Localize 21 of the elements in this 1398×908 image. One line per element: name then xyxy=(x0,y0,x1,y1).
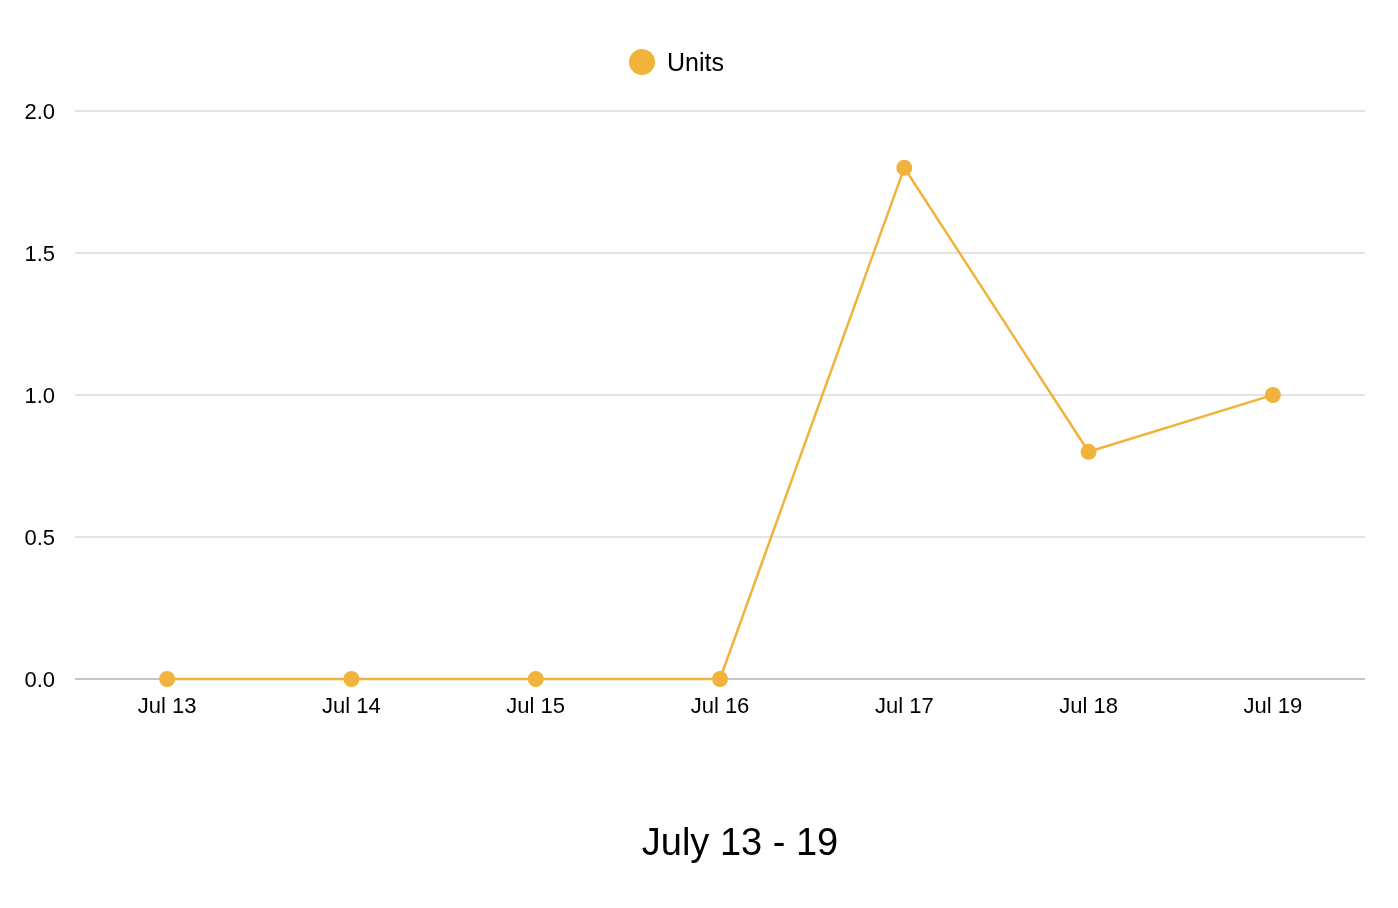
x-tick-label: Jul 18 xyxy=(1059,692,1118,718)
y-tick-label: 0.0 xyxy=(24,666,55,692)
point xyxy=(343,671,360,687)
x-tick-label: Jul 15 xyxy=(506,692,566,718)
x-axis-title: July 13 - 19 xyxy=(641,821,839,863)
x-tick-label: Jul 16 xyxy=(690,692,750,718)
point xyxy=(527,671,544,687)
point xyxy=(1080,443,1097,460)
y-tick-label: 0.5 xyxy=(24,524,55,550)
y-tick-label: 2.0 xyxy=(24,98,55,124)
x-tick-label: Jul 19 xyxy=(1243,692,1303,718)
point xyxy=(1264,387,1281,403)
x-tick-label: Jul 17 xyxy=(874,692,934,718)
point xyxy=(896,159,913,176)
x-tick-label: Jul 14 xyxy=(322,692,381,718)
y-tick-label: 1.5 xyxy=(24,240,55,266)
x-tick-label: Jul 13 xyxy=(137,692,197,718)
point xyxy=(712,671,728,687)
y-tick-label: 1.0 xyxy=(24,382,55,408)
point xyxy=(159,671,176,687)
legend-label: Units xyxy=(667,48,724,76)
